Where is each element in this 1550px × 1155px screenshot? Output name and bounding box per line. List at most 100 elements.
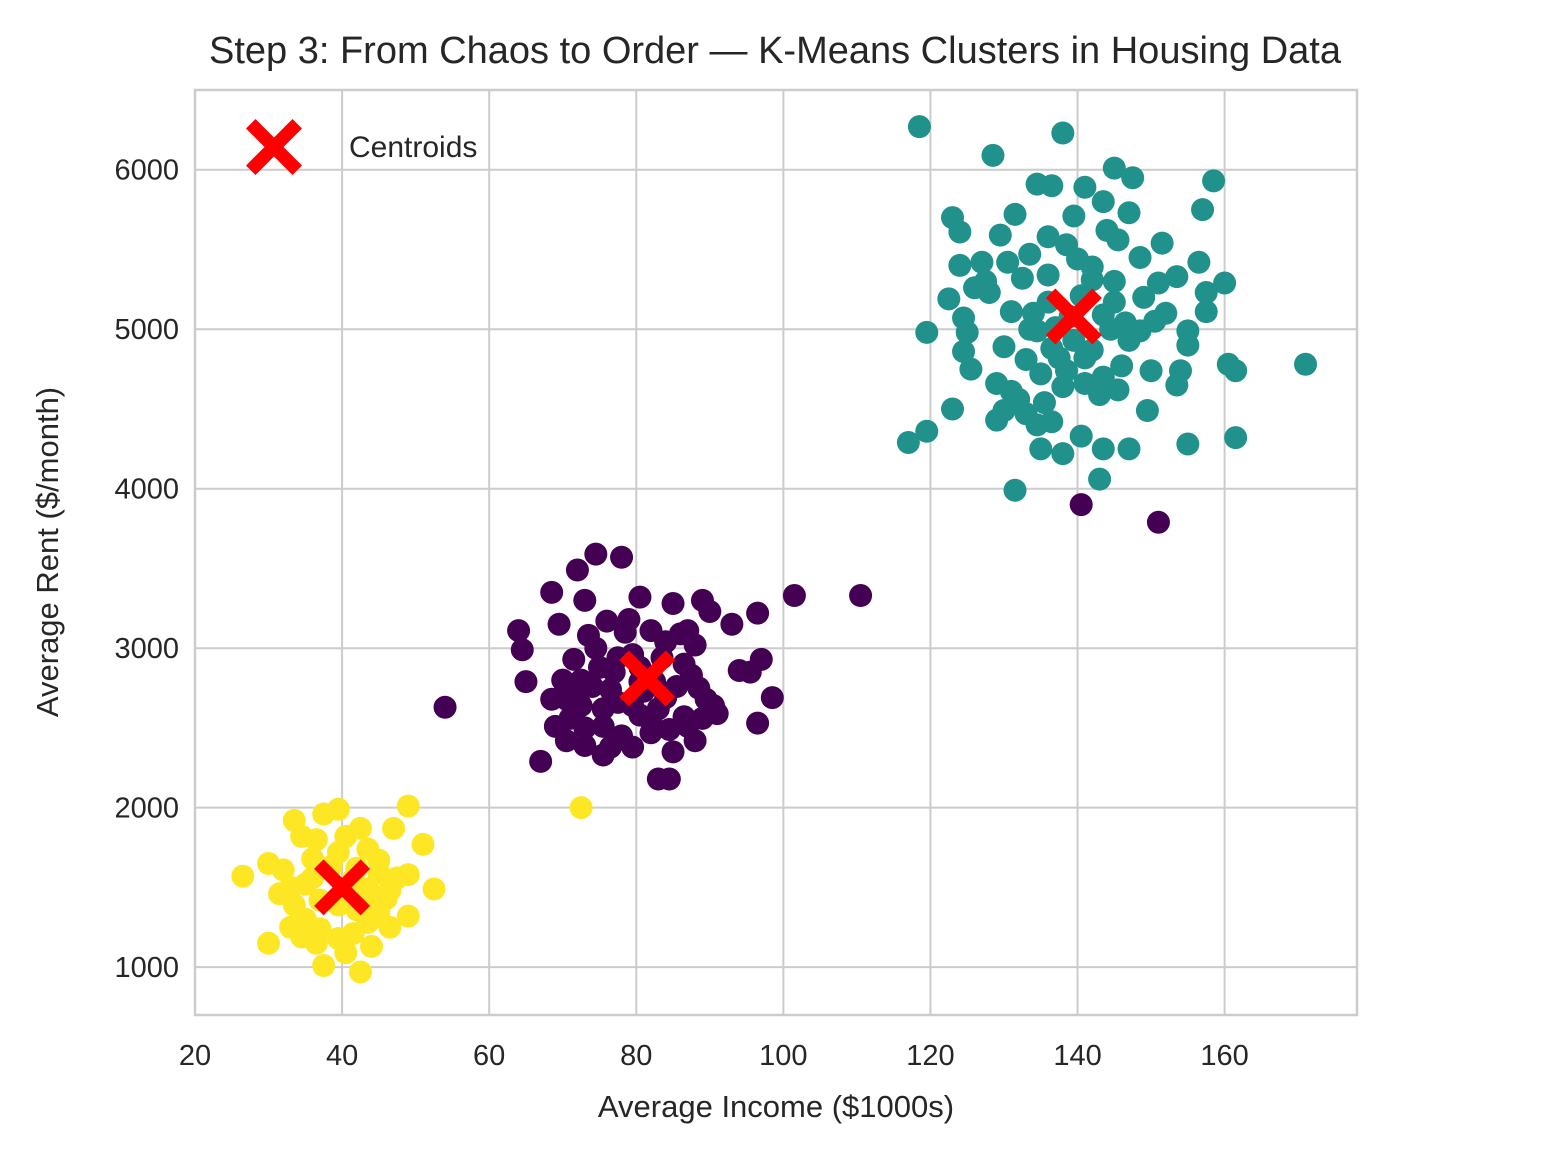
data-point-cluster-1 — [1029, 362, 1053, 386]
grid-lines — [194, 90, 1357, 1015]
y-tick-label: 3000 — [114, 633, 179, 665]
x-tick-label: 160 — [1200, 1040, 1248, 1072]
data-point-cluster-0 — [657, 718, 681, 742]
legend-x-marker — [246, 119, 302, 175]
data-point-cluster-1 — [1216, 352, 1240, 376]
data-point-cluster-2 — [304, 931, 328, 955]
x-tick-label: 20 — [179, 1040, 211, 1072]
data-point-cluster-0 — [654, 630, 678, 654]
data-point-cluster-1 — [999, 300, 1023, 324]
data-point-cluster-1 — [988, 223, 1012, 247]
data-point-cluster-0 — [514, 670, 538, 694]
data-point-cluster-1 — [1003, 202, 1027, 226]
data-point-cluster-1 — [1040, 410, 1064, 434]
data-point-cluster-1 — [1165, 373, 1189, 397]
x-axis-label: Average Income ($1000s) — [598, 1089, 954, 1124]
data-point-cluster-2 — [334, 941, 358, 965]
data-point-cluster-0 — [698, 600, 722, 624]
data-point-cluster-0 — [595, 609, 619, 633]
data-point-cluster-1 — [1146, 271, 1170, 295]
data-point-cluster-0 — [591, 714, 615, 738]
data-point-cluster-1 — [948, 253, 972, 277]
data-point-cluster-1 — [1088, 383, 1112, 407]
data-point-cluster-2 — [326, 797, 350, 821]
data-point-cluster-1 — [1102, 156, 1126, 180]
data-point-cluster-0 — [599, 735, 623, 759]
data-point-cluster-2 — [301, 847, 325, 871]
data-point-cluster-1 — [1150, 231, 1174, 255]
data-point-cluster-2 — [348, 816, 372, 840]
data-point-cluster-2 — [382, 816, 406, 840]
data-point-cluster-2 — [348, 960, 372, 984]
data-point-cluster-1 — [1187, 250, 1211, 274]
data-point-cluster-0 — [573, 588, 597, 612]
data-point-cluster-0 — [562, 647, 586, 671]
data-point-cluster-0 — [746, 601, 770, 625]
data-point-cluster-2 — [411, 832, 435, 856]
y-tick-label: 6000 — [114, 155, 179, 187]
x-tick-label: 140 — [1053, 1040, 1101, 1072]
data-point-cluster-0 — [591, 697, 615, 721]
data-point-cluster-1 — [1121, 166, 1145, 190]
data-point-cluster-2 — [271, 858, 295, 882]
x-tick-label: 100 — [759, 1040, 807, 1072]
data-point-cluster-0 — [746, 711, 770, 735]
data-point-cluster-0 — [565, 558, 589, 582]
data-point-cluster-1 — [1139, 359, 1163, 383]
data-point-cluster-1 — [937, 287, 961, 311]
data-point-cluster-0 — [676, 619, 700, 643]
data-point-cluster-2 — [367, 861, 391, 885]
data-point-cluster-0 — [738, 660, 762, 684]
data-point-cluster-1 — [1018, 317, 1042, 341]
y-tick-label: 1000 — [114, 952, 179, 984]
data-point-cluster-1 — [1165, 265, 1189, 289]
data-point-cluster-1 — [1088, 467, 1112, 491]
data-point-cluster-0 — [540, 580, 564, 604]
data-point-cluster-1 — [1062, 204, 1086, 228]
legend: Centroids — [246, 119, 477, 175]
data-point-cluster-0 — [661, 592, 685, 616]
data-point-cluster-1 — [1194, 281, 1218, 305]
data-point-cluster-0 — [573, 716, 597, 740]
data-point-cluster-0 — [687, 676, 711, 700]
data-point-cluster-0 — [1146, 510, 1170, 534]
data-point-cluster-0 — [587, 655, 611, 679]
x-tick-label: 60 — [473, 1040, 505, 1072]
data-point-cluster-1 — [1010, 266, 1034, 290]
data-point-cluster-0 — [720, 612, 744, 636]
y-axis-label: Average Rent ($/month) — [30, 387, 65, 717]
data-point-cluster-1 — [1051, 121, 1075, 145]
data-point-cluster-1 — [1047, 346, 1071, 370]
data-points — [231, 115, 1318, 984]
data-point-cluster-0 — [613, 620, 637, 644]
data-point-cluster-1 — [1224, 426, 1248, 450]
plot-frame — [193, 88, 1359, 1017]
data-point-cluster-1 — [1132, 285, 1156, 309]
x-tick-label: 40 — [326, 1040, 358, 1072]
data-point-cluster-0 — [510, 638, 534, 662]
data-point-cluster-1 — [1194, 300, 1218, 324]
y-tick-label: 5000 — [114, 314, 179, 346]
data-point-cluster-1 — [1018, 242, 1042, 266]
data-point-cluster-2 — [231, 864, 255, 888]
data-point-cluster-0 — [610, 545, 634, 569]
data-point-cluster-1 — [1073, 346, 1097, 370]
data-point-cluster-1 — [1080, 268, 1104, 292]
data-point-cluster-1 — [1032, 391, 1056, 415]
data-point-cluster-1 — [1213, 271, 1237, 295]
data-point-cluster-1 — [992, 335, 1016, 359]
chart-title: Step 3: From Chaos to Order — K-Means Cl… — [209, 30, 1342, 72]
data-point-cluster-1 — [1102, 269, 1126, 293]
data-point-cluster-1 — [941, 397, 965, 421]
data-point-cluster-0 — [701, 694, 725, 718]
data-point-cluster-1 — [896, 430, 920, 454]
data-point-cluster-1 — [996, 250, 1020, 274]
data-point-cluster-1 — [1128, 245, 1152, 269]
data-point-cluster-1 — [970, 250, 994, 274]
data-point-cluster-1 — [1040, 174, 1064, 198]
x-tick-label: 120 — [906, 1040, 954, 1072]
centroid-markers — [314, 288, 1102, 916]
centroid-marker-cluster-1 — [1045, 288, 1102, 345]
data-point-cluster-2 — [304, 828, 328, 852]
data-point-cluster-0 — [1069, 493, 1093, 517]
